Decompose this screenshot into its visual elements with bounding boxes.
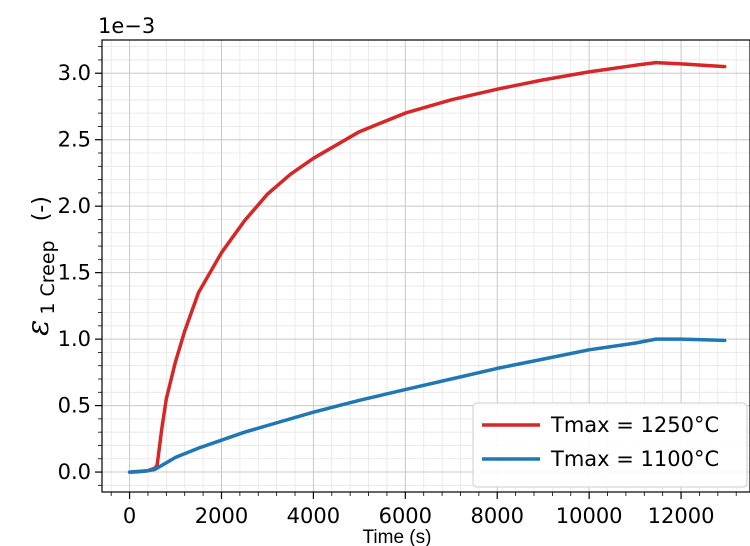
series-line-0 — [127, 60, 727, 474]
legend-box — [472, 402, 748, 488]
y-axis-label: ε 1 Creep (-) — [21, 196, 59, 336]
y-tick-label: 0.0 — [58, 460, 91, 484]
legend-label-tmax-1250: Tmax = 1250°C — [550, 413, 719, 437]
y-tick-label: 1.0 — [58, 327, 91, 351]
y-axis-label-symbol: ε — [21, 320, 56, 336]
svg-text:ε 1 Creep (-): ε 1 Creep (-) — [21, 196, 59, 336]
y-axis-label-unit: (-) — [29, 196, 54, 221]
y-tick-label: 0.5 — [58, 394, 91, 418]
y-tick-label: 2.0 — [58, 194, 91, 218]
x-tick-label: 12000 — [648, 504, 715, 528]
x-axis-label: Time (s) — [363, 527, 432, 546]
y-tick-label: 2.5 — [58, 128, 91, 152]
legend-label-tmax-1100: Tmax = 1100°C — [550, 447, 719, 471]
y-axis-ticks: 0.0 0.5 1.0 1.5 2.0 2.5 3.0 — [58, 46, 102, 486]
y-offset-text: 1e−3 — [98, 14, 155, 38]
series-line-1 — [127, 337, 727, 474]
x-tick-label: 2000 — [195, 504, 248, 528]
x-tick-label: 4000 — [287, 504, 340, 528]
y-tick-label: 1.5 — [58, 261, 91, 285]
y-tick-label: 3.0 — [58, 61, 91, 85]
plot-frame — [101, 39, 750, 493]
x-tick-label: 10000 — [556, 504, 623, 528]
x-tick-label: 0 — [123, 504, 136, 528]
x-axis-ticks: 0 2000 4000 6000 8000 10000 12000 — [110, 492, 737, 528]
x-tick-label: 8000 — [471, 504, 524, 528]
series-layer — [127, 60, 727, 474]
y-axis-label-subscript: 1 Creep — [37, 240, 59, 314]
legend: Tmax = 1250°C Tmax = 1100°C — [472, 402, 748, 488]
x-tick-label: 6000 — [379, 504, 432, 528]
